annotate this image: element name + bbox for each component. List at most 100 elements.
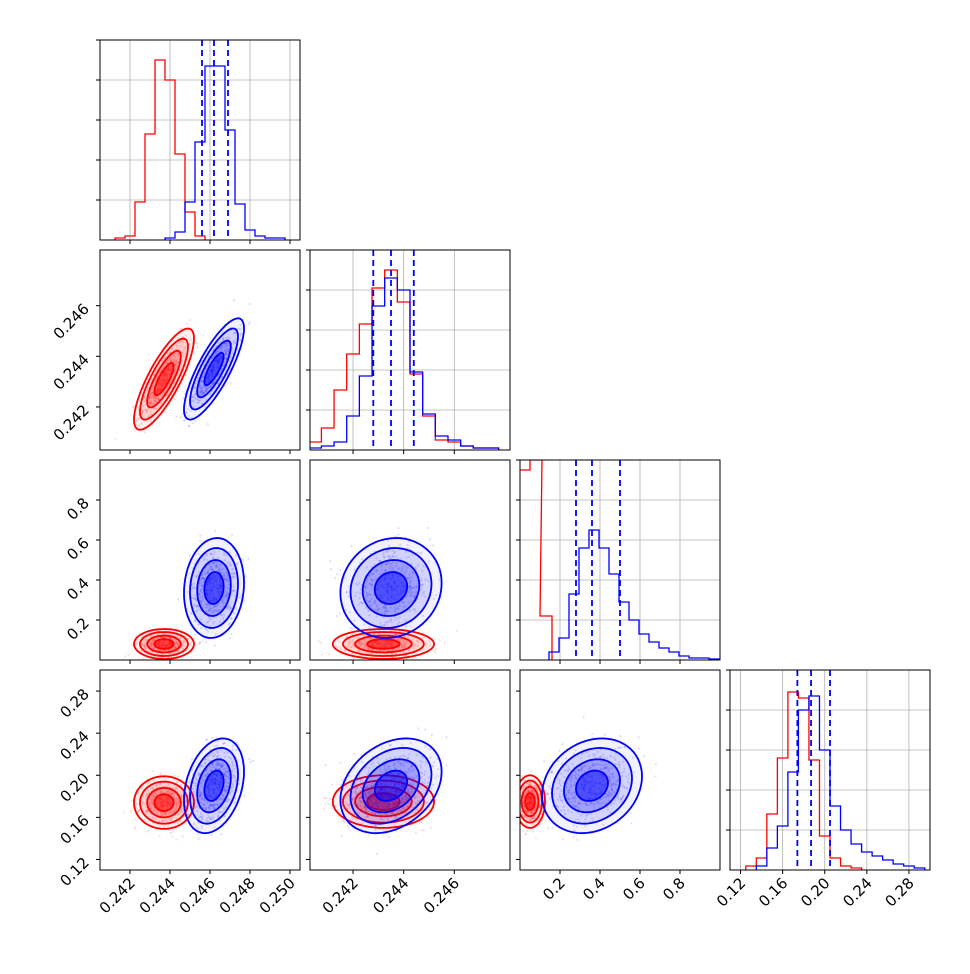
scatter-point [188,425,190,427]
scatter-point [201,640,203,642]
scatter-point [198,838,200,840]
panel-scatter-r3c1 [323,727,448,855]
scatter-point [397,533,399,535]
scatter-point [174,775,176,777]
scatter-point [430,827,432,829]
scatter-point [114,438,116,440]
scatter-point [350,627,352,629]
scatter-point [127,654,129,656]
scatter-point [329,560,331,562]
scatter-point [248,758,250,760]
scatter-point [231,534,233,536]
scatter-point [194,420,196,422]
scatter-point [439,639,441,641]
scatter-point [323,797,325,799]
scatter-point [181,413,183,415]
scatter-point [429,538,431,540]
scatter-point [423,829,425,831]
scatter-point [427,527,429,529]
scatter-point [186,323,188,325]
scatter-point [199,641,201,643]
panel-histogram-r2c2 [518,460,720,660]
scatter-point [182,835,184,837]
scatter-point [247,558,249,560]
scatter-point [230,633,232,635]
scatter-point [373,642,375,644]
scatter-point [176,798,178,800]
scatter-point [424,728,426,730]
scatter-point [176,627,178,629]
histogram-step-line [549,530,719,660]
scatter-point [330,568,332,570]
scatter-point [398,527,400,529]
scatter-point [248,323,250,325]
scatter-point [250,761,252,763]
scatter-point [130,810,132,812]
scatter-point [214,530,216,532]
scatter-point [170,832,172,834]
panel-scatter-r1c0 [114,299,251,456]
scatter-point [229,637,231,639]
panel-scatter-r3c0 [123,737,254,841]
scatter-point [152,770,154,772]
scatter-point [233,299,235,301]
scatter-point [385,643,387,645]
scatter-point [124,656,126,658]
scatter-point [435,648,437,650]
scatter-point [321,653,323,655]
scatter-point [133,428,135,430]
scatter-point [182,812,184,814]
scatter-point [139,657,141,659]
scatter-point [339,569,341,571]
scatter-point [188,660,190,662]
scatter-point [252,760,254,762]
scatter-point [329,797,331,799]
scatter-point [320,642,322,644]
scatter-point [338,633,340,635]
scatter-point [243,599,245,601]
scatter-point [182,397,184,399]
scatter-point [350,545,352,547]
scatter-point [131,644,133,646]
scatter-point [146,831,148,833]
scatter-point [444,642,446,644]
scatter-point [421,821,423,823]
scatter-point [134,828,136,830]
scatter-point [408,647,410,649]
scatter-point [417,727,419,729]
scatter-point [242,559,244,561]
scatter-point [199,535,201,537]
scatter-point [328,653,330,655]
scatter-point [432,544,434,546]
scatter-point [171,836,173,838]
scatter-point [336,615,338,617]
histogram-step-line [115,60,205,240]
scatter-point [175,416,177,418]
scatter-point [159,774,161,776]
scatter-point [423,652,425,654]
scatter-point [419,822,421,824]
panel-histogram-r1c1 [309,250,510,450]
scatter-point [422,632,424,634]
scatter-point [174,398,176,400]
scatter-point [327,802,329,804]
scatter-point [189,319,191,321]
histogram-step-line [746,692,862,870]
scatter-point [189,554,191,556]
scatter-point [181,822,183,824]
scatter-point [191,758,193,760]
histogram-step-line [518,460,552,660]
scatter-point [199,540,201,542]
scatter-point [244,795,246,797]
scatter-point [456,630,458,632]
scatter-point [134,818,136,820]
scatter-point [196,342,198,344]
scatter-point [175,839,177,841]
scatter-point [211,834,213,836]
scatter-point [339,613,341,615]
panel-scatter-r2c0 [124,530,249,663]
scatter-point [328,804,330,806]
scatter-point [123,811,125,813]
histogram-step-line [165,66,285,240]
scatter-point [394,655,396,657]
